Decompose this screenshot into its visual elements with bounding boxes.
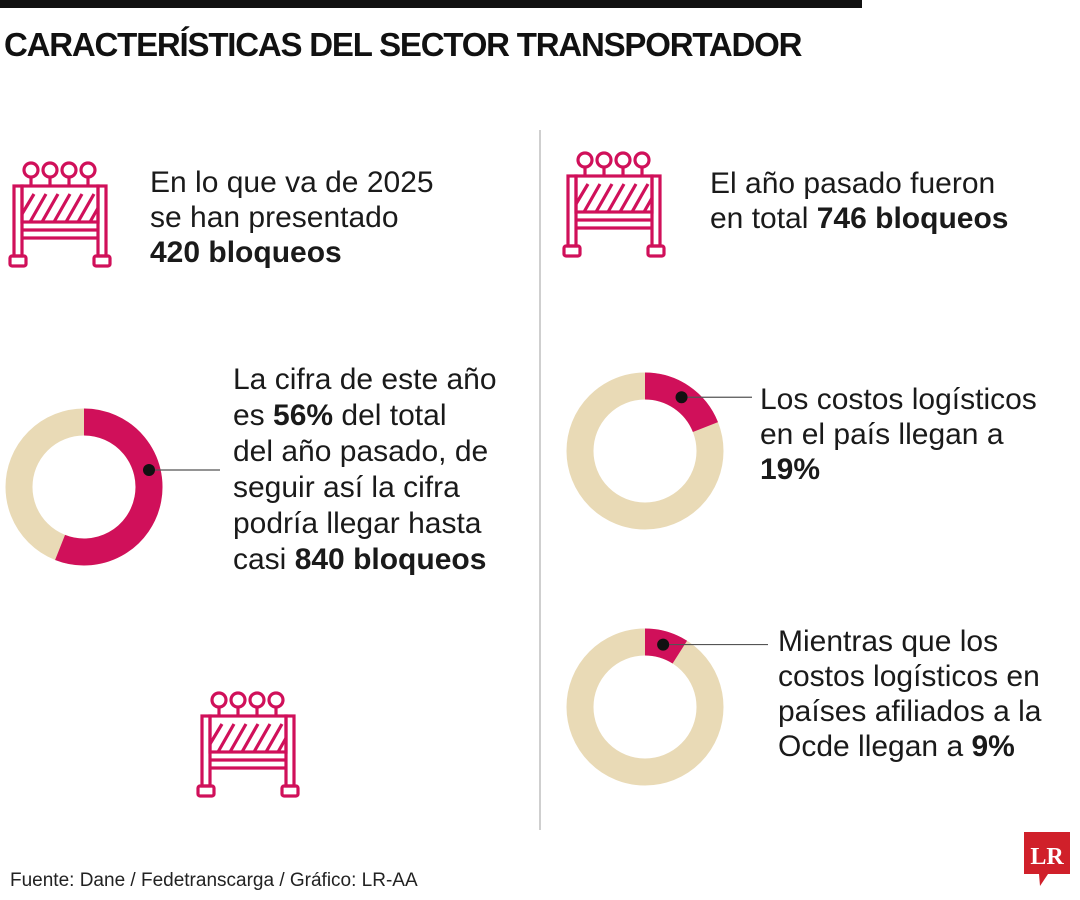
- text-line: del total: [333, 399, 447, 432]
- leader-dot: [675, 391, 688, 404]
- text-line: En lo que va de 2025: [150, 166, 434, 199]
- text-line: podría llegar hasta: [233, 507, 482, 540]
- top-rule: [0, 0, 862, 8]
- text-line: Los costos logísticos: [760, 383, 1037, 416]
- blockades-last-year-value: 746 bloqueos: [816, 202, 1009, 235]
- column-divider: [539, 130, 541, 830]
- page-title: CARACTERÍSTICAS DEL SECTOR TRANSPORTADOR: [4, 26, 802, 63]
- current-year-text: En lo que va de 2025 se han presentado 4…: [150, 165, 434, 270]
- text-line: se han presentado: [150, 201, 399, 234]
- projection-value: 840 bloqueos: [294, 543, 487, 576]
- donut-slice: [55, 408, 163, 566]
- text-line: países afiliados a la: [778, 695, 1042, 728]
- logistics-ocde-text: Mientras que los costos logísticos en pa…: [778, 624, 1042, 764]
- logistics-country-value: 19%: [760, 453, 821, 486]
- lr-logo-text: LR: [1030, 844, 1064, 870]
- text-line: es: [233, 399, 274, 432]
- text-line: casi: [233, 543, 295, 576]
- lr-logo: LR: [1024, 832, 1070, 886]
- donut-track: [566, 628, 724, 786]
- text-line: La cifra de este año: [233, 363, 497, 396]
- text-line: El año pasado fueron: [710, 167, 996, 200]
- leader-dot: [143, 464, 155, 476]
- logistics-ocde-value: 9%: [971, 730, 1015, 763]
- logistics-country-text: Los costos logísticos en el país llegan …: [760, 382, 1037, 487]
- donut-slice: [644, 372, 718, 433]
- blockades-2025-value: 420 bloqueos: [150, 236, 342, 269]
- text-line: en total: [710, 202, 817, 235]
- share-value: 56%: [273, 399, 334, 432]
- text-line: del año pasado, de: [233, 435, 489, 468]
- last-year-text: El año pasado fueron en total 746 bloque…: [710, 166, 1008, 236]
- text-line: en el país llegan a: [760, 418, 1004, 451]
- text-line: Ocde llegan a: [778, 730, 972, 763]
- text-line: seguir así la cifra: [233, 471, 460, 504]
- text-line: costos logísticos en: [778, 660, 1040, 693]
- text-line: Mientras que los: [778, 625, 999, 658]
- source-note: Fuente: Dane / Fedetranscarga / Gráfico:…: [10, 870, 418, 891]
- leader-dot: [657, 638, 670, 651]
- share-text: La cifra de este año es 56% del total de…: [233, 362, 497, 578]
